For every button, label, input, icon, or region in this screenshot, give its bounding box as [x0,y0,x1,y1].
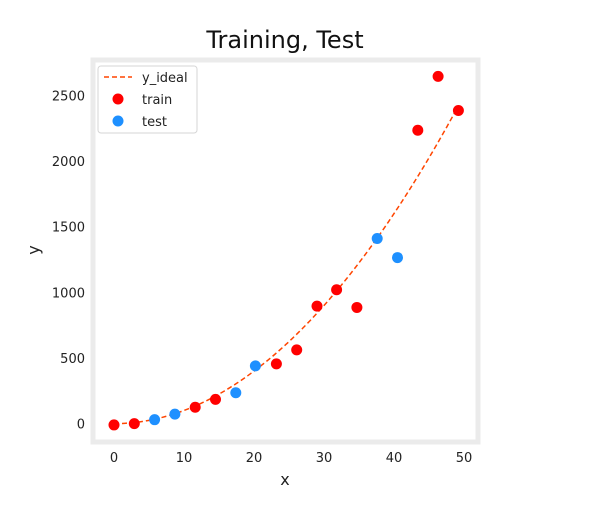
train-point [291,344,303,356]
data-points-layer [108,70,464,431]
y-axis-label: y [24,245,43,254]
y-tick-label: 1000 [52,286,85,301]
x-tick-label: 50 [456,451,473,466]
train-point [108,419,120,431]
y-tick-label: 1500 [52,221,85,236]
x-tick-label: 0 [110,451,118,466]
test-point [392,252,403,264]
y-tick-label: 0 [77,418,85,433]
test-point [371,233,383,245]
train-point [351,301,363,313]
x-axis-label: x [280,470,289,489]
test-point [149,414,161,426]
legend-label-train: train [142,93,172,108]
train-point [210,393,221,405]
train-point [432,70,444,82]
x-tick-label: 20 [246,451,263,466]
y-ticks: 0 500 1000 1500 2000 2500 [52,89,85,432]
train-point [412,124,424,136]
y-tick-label: 2500 [52,89,85,104]
test-point [169,408,181,420]
train-point [189,401,201,413]
legend-label-y_ideal: y_ideal [142,71,188,86]
legend-swatch-train [112,93,124,105]
train-point [452,105,464,117]
legend-box [97,65,198,134]
train-point [270,358,282,370]
legend-swatch-test [112,115,124,127]
train-point [331,284,343,296]
test-point [249,360,261,372]
train-point [311,300,323,312]
y-tick-label: 500 [60,352,85,367]
x-tick-label: 10 [176,451,193,466]
x-tick-label: 40 [386,451,403,466]
chart-title: Training, Test [205,26,363,54]
x-tick-label: 30 [316,451,333,466]
y-tick-label: 2000 [52,155,85,170]
test-point [230,387,242,399]
legend-label-test: test [142,115,167,130]
train-point [128,418,140,430]
x-ticks: 0 10 20 30 40 50 [110,451,472,466]
